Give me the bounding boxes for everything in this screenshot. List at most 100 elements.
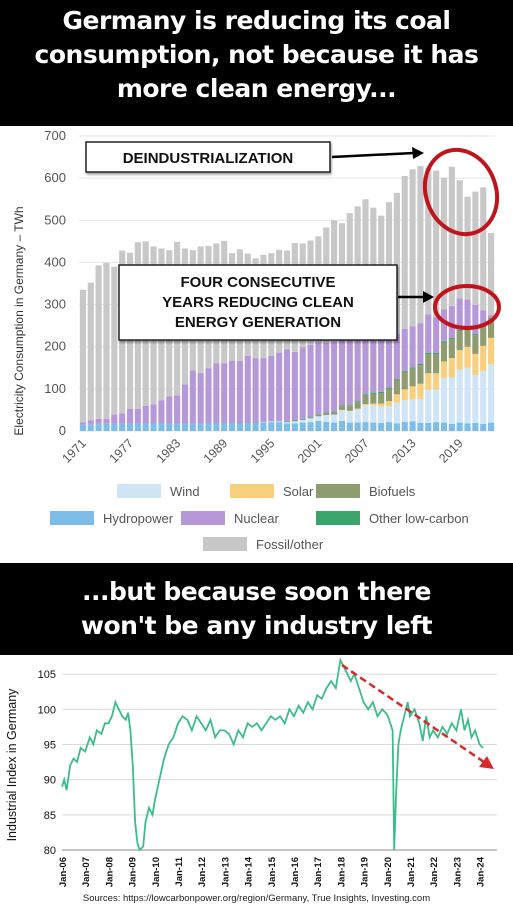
legend-label: Nuclear [234,511,279,526]
bar-hydropower-1989 [221,422,228,431]
x-tick-label: Jan-20 [383,857,394,887]
bar-wind-2008 [370,405,377,423]
x-tick-label: Jan-06 [58,857,69,887]
bar-hydropower-2007 [362,422,369,431]
x-tick-label: Jan-23 [452,857,463,887]
y-tick-label: 300 [44,297,66,312]
bar-fossil-other-2014 [417,165,424,324]
bar-hydropower-1993 [252,422,259,431]
x-tick-label: Jan-11 [174,856,185,886]
middle-headline: ...but because soon there won't be any i… [0,563,513,655]
x-tick-label: Jan-07 [81,857,92,887]
x-tick-label: 1977 [107,436,137,466]
headline-line-1: Germany is reducing its coal [62,6,451,35]
bar-hydropower-1985 [189,423,196,431]
bar-nuclear-2001 [315,342,322,415]
bar-hydropower-2001 [315,420,322,431]
bar-fossil-other-2013 [409,169,416,327]
bar-solar-2012 [401,389,408,401]
chart2-y-ticks: 80 85 90 95 100 105 [38,669,56,857]
bar-wind-2002 [323,414,330,422]
trend-arrow-line [341,663,485,764]
bar-hydropower-2014 [417,422,424,431]
bar-hydropower-1979 [142,423,149,431]
bar-hydropower-2006 [354,422,361,431]
bar-nuclear-1991 [236,361,243,423]
bar-biofuels-2016 [433,354,440,374]
callout-box-2 [118,264,398,341]
bar-wind-2004 [338,410,346,421]
bar-biofuels-2017 [440,342,448,362]
bar-wind-2005 [346,411,353,423]
bar-solar-2020 [464,346,471,368]
y-tick-label: 100 [44,381,66,396]
bar-solar-2021 [472,353,479,375]
bar-hydropower-2019 [456,422,463,431]
bar-wind-2022 [480,371,487,424]
bar-solar-2011 [393,394,400,403]
y-tick-label: 85 [44,810,56,822]
bar-other-low-carbon-2011 [393,379,400,381]
x-tick-label: Jan-15 [267,856,278,887]
bar-nuclear-1996 [276,352,283,421]
bar-nuclear-2011 [393,333,400,380]
bar-nuclear-1993 [252,358,259,423]
bar-hydropower-1995 [268,422,275,431]
bar-nuclear-1979 [142,405,149,424]
chart1-legend: Wind Solar Biofuels Hydropower Nuclear Other … [50,484,469,552]
bar-hydropower-2003 [331,422,338,431]
y-tick-label: 500 [44,212,66,227]
y-tick-label: 700 [44,128,66,143]
bar-hydropower-2008 [370,422,377,431]
bar-hydropower-1972 [87,424,94,431]
headline-line-3: more clean energy... [116,74,397,103]
clean-energy-callout: FOUR CONSECUTIVE YEARS REDUCING CLEAN EN… [118,264,434,341]
x-tick-label: 2019 [436,436,466,466]
bar-hydropower-1971 [79,424,86,431]
bar-fossil-other-1975 [111,266,118,415]
bar-hydropower-1988 [213,422,220,431]
bar-nuclear-1990 [228,360,236,423]
legend-swatch [50,511,94,525]
y-tick-label: 80 [44,845,56,857]
bar-nuclear-2023 [488,315,495,319]
bar-hydropower-2018 [448,423,455,431]
bar-wind-2000 [307,418,314,423]
legend-swatch [230,484,274,498]
legend-label: Wind [170,484,200,499]
x-tick-label: Jan-10 [151,857,162,887]
bar-hydropower-1987 [205,422,212,431]
clean-energy-label-1: FOUR CONSECUTIVE [180,274,335,291]
industrial-index-line [61,657,484,852]
bar-hydropower-1983 [174,423,181,431]
bar-biofuels-2005 [346,406,353,411]
bar-hydropower-1992 [244,422,251,431]
bar-nuclear-1984 [181,384,189,424]
bar-hydropower-1973 [95,423,102,431]
bar-hydropower-1999 [299,422,306,431]
bar-other-low-carbon-2014 [417,363,424,366]
bar-hydropower-2010 [385,422,393,431]
bar-hydropower-2015 [425,422,432,431]
bar-nuclear-1999 [299,347,306,419]
legend-label: Fossil/other [256,537,324,552]
bar-wind-1999 [299,420,306,423]
bar-hydropower-2023 [488,422,495,431]
bar-fossil-other-1971 [79,289,86,423]
bar-hydropower-1978 [134,423,141,431]
bar-other-low-carbon-2010 [385,387,393,389]
bar-wind-2010 [385,406,393,423]
chart2-gridlines [62,673,497,851]
bar-wind-2012 [401,400,408,422]
bar-hydropower-1982 [166,423,173,431]
bar-other-low-carbon-2008 [370,392,377,394]
bar-biofuels-2004 [338,406,346,410]
bar-hydropower-1974 [103,423,110,431]
bar-hydropower-1996 [276,422,283,431]
bar-biofuels-2015 [425,354,432,374]
bar-hydropower-1980 [150,422,157,431]
bar-fossil-other-2015 [425,167,432,315]
bar-fossil-other-2018 [448,166,455,306]
x-tick-label: 2007 [342,436,372,466]
bar-other-low-carbon-2005 [346,405,353,407]
